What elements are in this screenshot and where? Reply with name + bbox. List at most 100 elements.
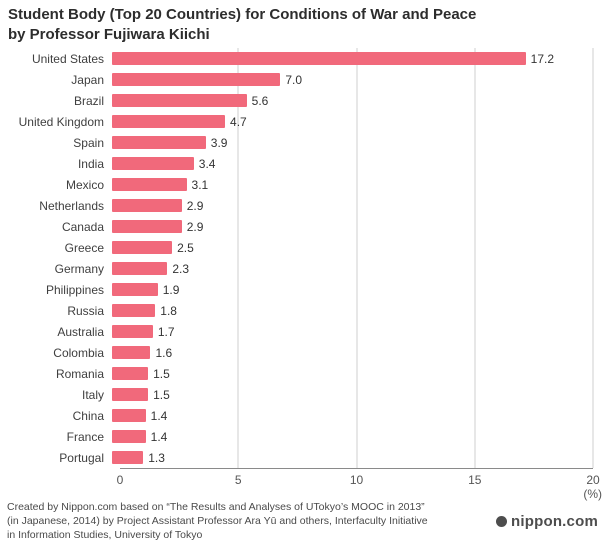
bar-track: 2.3 <box>112 258 593 279</box>
category-label: Italy <box>81 387 104 402</box>
value-label: 1.6 <box>155 345 173 360</box>
value-label: 3.9 <box>210 135 228 150</box>
value-label: 2.9 <box>186 198 204 213</box>
category-label: India <box>77 156 104 171</box>
category-label: United States <box>31 51 104 66</box>
value-label: 4.7 <box>230 114 247 129</box>
bar-track: 5.6 <box>112 90 593 111</box>
x-tick-label: 20 <box>586 473 600 487</box>
category-label: United Kingdom <box>18 114 104 129</box>
category-label: Colombia <box>53 345 104 360</box>
chart-row: Australia 1.7 <box>0 321 610 342</box>
nippon-logo: nippon.com <box>496 513 598 530</box>
chart-row: Portugal 1.3 <box>0 447 610 468</box>
chart-row: Italy 1.5 <box>0 384 610 405</box>
value-label: 2.9 <box>186 219 204 234</box>
bar <box>112 409 146 422</box>
chart-row: Netherlands 2.9 <box>0 195 610 216</box>
chart-rows: United States 17.2 Japan 7.0 Brazil 5.6 United… <box>0 48 610 468</box>
gridline <box>474 48 476 468</box>
value-label: 1.4 <box>150 408 168 423</box>
bar-track: 1.3 <box>112 447 593 468</box>
bar <box>112 178 187 191</box>
value-label: 1.8 <box>160 303 177 318</box>
chart-row: France 1.4 <box>0 426 610 447</box>
chart-title-line-2: by Professor Fujiwara Kiichi <box>8 25 210 43</box>
chart-row: Greece 2.5 <box>0 237 610 258</box>
bar-track: 3.9 <box>112 132 593 153</box>
source-credit-line-3: in Information Studies, University of To… <box>7 528 203 541</box>
category-label: Japan <box>71 72 104 87</box>
value-label: 1.7 <box>157 324 175 339</box>
value-label: 17.2 <box>530 51 555 66</box>
nippon-logo-dot-icon <box>496 516 507 527</box>
chart-row: Japan 7.0 <box>0 69 610 90</box>
bar-track: 2.9 <box>112 216 593 237</box>
value-label: 1.5 <box>153 366 170 381</box>
value-label: 2.5 <box>177 240 194 255</box>
x-axis: 0 5 10 15 20 (%) <box>0 468 610 508</box>
chart-row: United Kingdom 4.7 <box>0 111 610 132</box>
bar <box>112 241 173 254</box>
chart-row: China 1.4 <box>0 405 610 426</box>
plot-area: United States 17.2 Japan 7.0 Brazil 5.6 United… <box>0 48 610 468</box>
chart-row: Mexico 3.1 <box>0 174 610 195</box>
bar-track: 2.5 <box>112 237 593 258</box>
value-label: 1.9 <box>162 282 180 297</box>
chart-row: Germany 2.3 <box>0 258 610 279</box>
gridline <box>356 48 357 468</box>
bar <box>112 430 146 443</box>
nippon-logo-text: nippon.com <box>511 513 598 530</box>
category-label: France <box>66 429 104 444</box>
category-label: Portugal <box>59 450 104 465</box>
x-tick-label: 0 <box>116 473 124 487</box>
bar-track: 3.1 <box>112 174 593 195</box>
value-label: 1.3 <box>148 450 165 465</box>
category-label: Romania <box>55 366 104 381</box>
chart-row: India 3.4 <box>0 153 610 174</box>
gridlines <box>120 48 594 468</box>
source-credit: Created by Nippon.com based on “The Resu… <box>7 501 487 543</box>
bar <box>112 388 149 401</box>
category-label: Mexico <box>65 177 104 192</box>
bar <box>112 304 156 317</box>
category-label: Netherlands <box>39 198 104 213</box>
chart-title-line-1: Student Body (Top 20 Countries) for Cond… <box>8 6 477 23</box>
bar-track: 4.7 <box>112 111 593 132</box>
gridline <box>237 48 239 468</box>
x-axis-line <box>120 468 593 469</box>
x-tick-label: 10 <box>349 473 364 487</box>
bar <box>112 220 182 233</box>
value-label: 5.6 <box>251 93 269 108</box>
bar <box>112 283 158 296</box>
category-label: Canada <box>61 219 104 234</box>
chart-row: United States 17.2 <box>0 48 610 69</box>
bar <box>112 325 153 338</box>
category-label: Brazil <box>73 93 104 108</box>
bar <box>112 199 182 212</box>
bar <box>112 115 226 128</box>
bar <box>112 73 281 86</box>
bar-chart: United States 17.2 Japan 7.0 Brazil 5.6 United… <box>0 48 610 508</box>
bar <box>112 367 149 380</box>
category-label: Greece <box>64 240 104 255</box>
source-credit-line-1: Created by Nippon.com based on “The Resu… <box>7 501 425 513</box>
chart-row: Brazil 5.6 <box>0 90 610 111</box>
x-axis-ticks: 0 5 10 15 20 <box>116 473 600 487</box>
source-credit-line-2: (in Japanese, 2014) by Project Assistant… <box>7 514 428 527</box>
value-label: 1.4 <box>150 429 168 444</box>
value-label: 2.3 <box>172 261 189 276</box>
category-label: China <box>72 408 104 423</box>
bar-track: 17.2 <box>112 48 593 69</box>
chart-row: Philippines 1.9 <box>0 279 610 300</box>
x-axis-unit: (%) <box>583 487 602 501</box>
bar-track: 7.0 <box>112 69 593 90</box>
chart-row: Russia 1.8 <box>0 300 610 321</box>
bar <box>112 451 144 464</box>
bar <box>112 94 247 107</box>
bar <box>112 346 151 359</box>
chart-title: Student Body (Top 20 Countries) for Cond… <box>8 5 602 44</box>
bar <box>112 136 206 149</box>
x-tick-label: 15 <box>468 473 482 487</box>
bar <box>112 52 526 65</box>
